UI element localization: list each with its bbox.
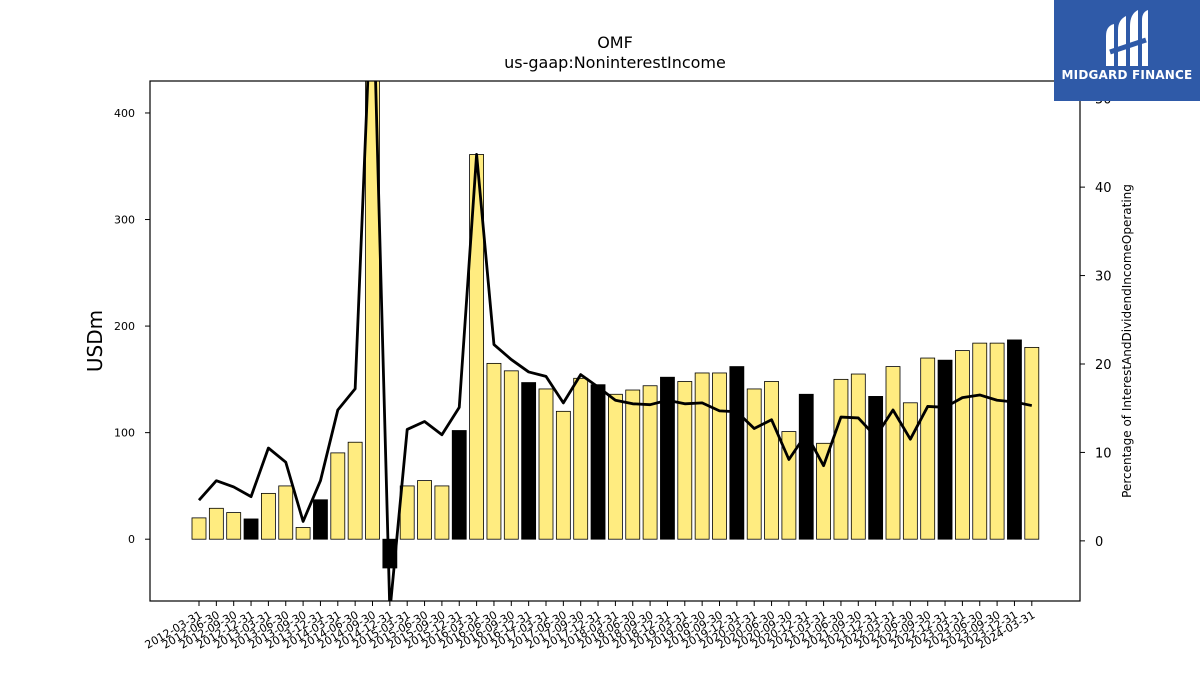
bar [660,376,675,540]
bar [833,378,849,540]
bar [347,441,363,540]
bar [191,517,207,540]
bar [295,527,311,540]
x-axis: 2012-03-312012-06-302012-09-302012-12-31… [143,601,1037,652]
bar [208,507,224,540]
y-tick-label: 400 [114,107,135,120]
chart-title: OMF [597,33,633,52]
percentage-line-series [197,81,1033,601]
bar [868,396,884,540]
bar [573,377,589,540]
bar [260,492,276,540]
bar [313,499,328,540]
bar [555,410,571,540]
y2-tick-label: 10 [1095,446,1112,461]
bar [1007,339,1022,540]
bar [885,366,901,540]
y2-tick-label: 40 [1095,181,1112,196]
y-tick-label: 300 [114,214,135,227]
midgard-finance-logo: MIDGARD FINANCE [1054,0,1200,101]
bar [677,381,693,540]
bar [694,372,710,540]
bar [746,388,762,540]
bar [937,359,953,540]
bar [330,452,346,540]
bar [365,81,380,540]
y-axis-right: 01020304050 [1080,93,1112,550]
bar [226,512,242,540]
bar [816,442,831,540]
bar [451,430,467,540]
bar [712,372,727,540]
bar [989,342,1005,540]
bar [521,382,537,540]
y2-tick-label: 30 [1095,270,1112,285]
bar [538,388,554,540]
bar [798,393,814,540]
bar [590,384,606,540]
midgard-logo-icon [1106,10,1148,66]
bar [608,393,623,540]
bar [972,342,988,540]
bar [278,485,294,540]
bar [625,389,641,540]
y2-axis-label: Percentage of InterestAndDividendIncomeO… [1120,184,1134,498]
y-tick-label: 100 [114,427,135,440]
bar [764,381,779,540]
y-axis-left: 0 100 200 300 400 [114,107,150,546]
chart-subtitle: us-gaap:NoninterestIncome [504,53,726,72]
y-tick-label: 0 [128,533,135,546]
bar [729,366,745,540]
y2-tick-label: 0 [1095,535,1103,550]
bar [503,370,519,540]
bar [417,480,432,540]
y2-tick-label: 20 [1095,358,1112,373]
bar-series [191,81,1040,569]
bar [920,357,936,540]
bar [955,350,970,540]
logo-text: MIDGARD FINANCE [1061,68,1193,82]
percentage-line [197,81,1033,601]
y-tick-label: 200 [114,320,135,333]
bar [902,402,918,540]
y-axis-label: USDm [83,310,107,372]
bar [850,373,866,540]
bar [1024,346,1040,540]
bar [486,362,502,540]
bar [243,518,259,540]
bar [434,485,450,540]
bar [781,431,797,540]
bar [642,385,658,540]
